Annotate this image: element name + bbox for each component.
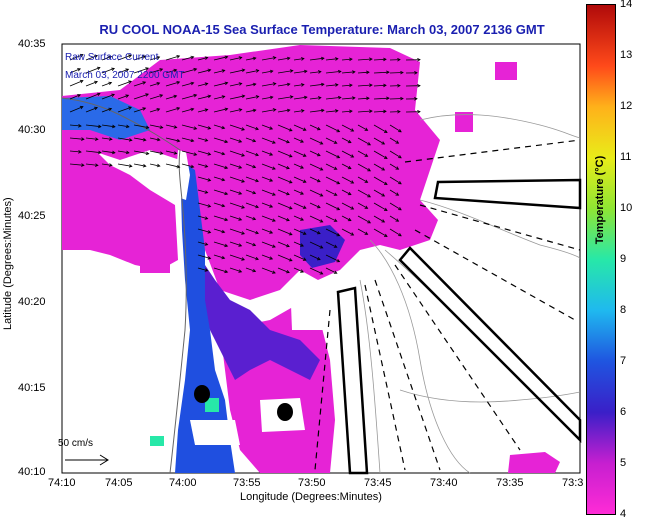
- colorbar-tick-label: 10: [620, 202, 632, 214]
- colorbar-tick-label: 13: [620, 49, 632, 61]
- x-tick-label: 74:00: [169, 477, 197, 489]
- scale-label: 50 cm/s: [58, 438, 93, 449]
- radar-station-marker: [277, 403, 293, 421]
- colorbar-tick-label: 9: [620, 253, 626, 265]
- y-tick-label: 40:25: [18, 210, 46, 222]
- cloud-gap-3: [290, 280, 325, 330]
- x-tick-label: 74:05: [105, 477, 133, 489]
- y-tick-label: 40:30: [18, 124, 46, 136]
- sst-patch: [495, 62, 517, 80]
- map-title: RU COOL NOAA-15 Sea Surface Temperature:…: [62, 22, 582, 37]
- y-tick-label: 40:10: [18, 466, 46, 478]
- sst-patch: [140, 255, 170, 273]
- legend-current-label: Raw Surface Current: [65, 52, 158, 63]
- y-tick-label: 40:20: [18, 296, 46, 308]
- current-vector: [390, 73, 403, 74]
- x-tick-label: 74:10: [48, 477, 76, 489]
- colorbar-tick-label: 14: [620, 0, 632, 10]
- x-tick-label: 73:40: [430, 477, 458, 489]
- legend-current-date: March 03, 2007 2200 GMT: [65, 70, 185, 81]
- radar-station-marker: [194, 385, 210, 403]
- y-tick-label: 40:35: [18, 38, 46, 50]
- x-tick-label: 73:45: [364, 477, 392, 489]
- x-tick-label: 73:50: [298, 477, 326, 489]
- colorbar-tick-label: 4: [620, 508, 626, 520]
- x-tick-label: 73:3: [562, 477, 583, 489]
- colorbar-tick-label: 11: [620, 151, 631, 163]
- colorbar-tick-label: 12: [620, 100, 632, 112]
- colorbar-tick-label: 6: [620, 406, 626, 418]
- colorbar-tick-label: 8: [620, 304, 626, 316]
- x-tick-label: 73:55: [233, 477, 261, 489]
- x-tick-label: 73:35: [496, 477, 524, 489]
- colorbar-tick-label: 5: [620, 457, 626, 469]
- cloud-gap-1: [190, 420, 240, 445]
- y-axis-title: Latitude (Degrees:Minutes): [2, 197, 14, 330]
- current-vector: [390, 99, 403, 100]
- sst-patch: [150, 436, 164, 446]
- y-tick-label: 40:15: [18, 382, 46, 394]
- x-axis-title: Longitude (Degrees:Minutes): [240, 491, 382, 503]
- colorbar-title: Temperature (°C): [594, 140, 606, 260]
- colorbar-tick-label: 7: [620, 355, 626, 367]
